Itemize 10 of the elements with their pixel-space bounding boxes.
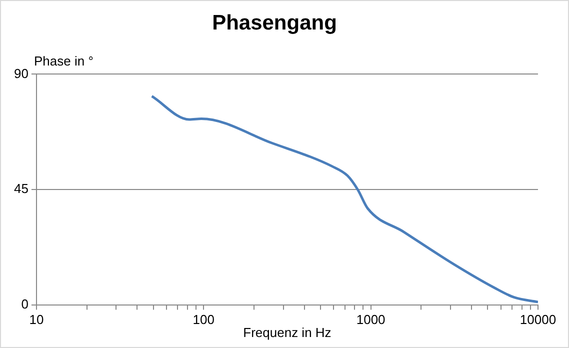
y-tick-label: 90	[14, 66, 28, 81]
x-tick-label: 1000	[356, 312, 386, 328]
x-tick-label: 10000	[520, 312, 556, 328]
y-tick-label: 0	[21, 296, 28, 312]
y-axis-title: Phase in °	[34, 53, 94, 68]
y-tick-label: 45	[14, 181, 28, 196]
x-tick-label: 100	[192, 312, 214, 328]
x-axis-title: Frequenz in Hz	[243, 324, 332, 340]
x-tick-label: 10	[29, 312, 44, 328]
chart-title: Phasengang	[212, 11, 337, 34]
